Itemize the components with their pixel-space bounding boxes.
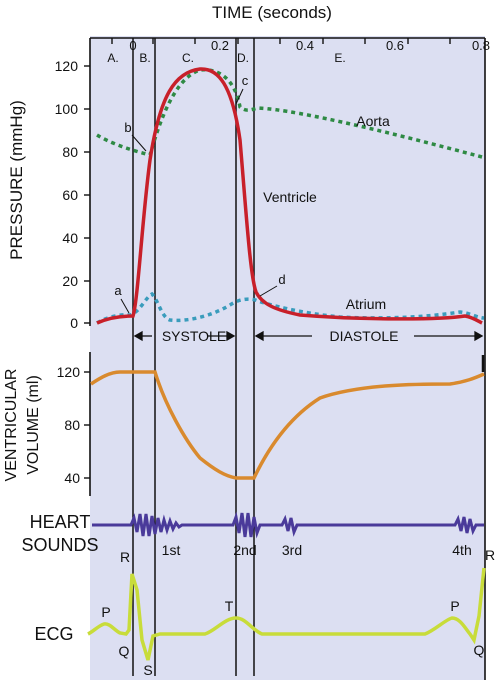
- ventricle-pressure-curve: [96, 67, 483, 325]
- ecg-trace: [87, 567, 486, 661]
- volume-tick-label: 80: [64, 417, 80, 433]
- systole-label: SYSTOLE: [162, 328, 226, 344]
- pressure-tick-label: 40: [62, 230, 78, 246]
- ecg-label: ECG: [34, 624, 73, 644]
- pointer-line: [259, 285, 278, 297]
- aorta-label: Aorta: [356, 113, 390, 129]
- pressure-tick-label: 80: [62, 144, 78, 160]
- heart-sounds-label-line2: SOUNDS: [21, 535, 98, 555]
- volume-axis-label-line1: VENTRICULAR: [3, 369, 20, 482]
- point-label-d: d: [278, 272, 285, 287]
- pressure-tick-label: 120: [55, 58, 79, 74]
- pressure-tick-label: 100: [55, 101, 79, 117]
- phase-label-e: E.: [334, 51, 345, 65]
- volume-tick-label: 40: [64, 470, 80, 486]
- time-tick-label: 0.2: [211, 38, 229, 53]
- atrium-pressure-curve: [96, 291, 485, 325]
- phase-label-c: C.: [182, 51, 194, 65]
- heart-sounds-trace: [92, 511, 484, 539]
- atrium-label: Atrium: [346, 296, 386, 312]
- ecg-wave-r1: R: [120, 549, 130, 565]
- ecg-wave-q1: Q: [119, 643, 130, 659]
- volume-axis-ticks: [84, 371, 90, 479]
- volume-axis-label-line2: VOLUME (ml): [25, 375, 42, 475]
- phase-label-d: D.: [237, 51, 249, 65]
- pointer-line: [120, 298, 130, 314]
- ecg-wave-s1: S: [143, 662, 152, 678]
- point-label-c: c: [242, 73, 249, 88]
- diastole-label: DIASTOLE: [330, 328, 399, 344]
- pressure-axis-ticks: [84, 65, 90, 324]
- ecg-wave-p2: P: [450, 598, 459, 614]
- point-label-a: a: [114, 283, 122, 298]
- heart-sound-4th: 4th: [452, 542, 471, 558]
- pressure-tick-label: 0: [70, 315, 78, 331]
- time-axis-title: TIME (seconds): [212, 3, 332, 22]
- diastole-arrow: [254, 330, 484, 342]
- ventricle-label: Ventricle: [263, 189, 317, 205]
- systole-arrow: [133, 330, 236, 342]
- ventricular-volume-curve: [90, 370, 485, 480]
- time-tick-label: 0.6: [386, 38, 404, 53]
- heart-sounds-label-line1: HEART: [30, 512, 91, 532]
- ecg-wave-q2: Q: [474, 642, 485, 658]
- pressure-tick-label: 60: [62, 187, 78, 203]
- heart-sound-1st: 1st: [162, 542, 181, 558]
- heart-sound-2nd: 2nd: [233, 542, 256, 558]
- ecg-wave-r2: R: [485, 547, 495, 563]
- heart-sound-3rd: 3rd: [282, 542, 302, 558]
- diagram-background: [90, 36, 485, 680]
- pointer-line: [235, 88, 244, 105]
- ecg-wave-t1: T: [225, 598, 234, 614]
- time-tick-label: 0.8: [472, 38, 490, 53]
- time-axis-ticks: [111, 38, 451, 44]
- volume-tick-label: 120: [57, 364, 81, 380]
- time-tick-label: 0.4: [296, 38, 314, 53]
- point-label-b: b: [124, 120, 131, 135]
- phase-divider-lines: [132, 38, 255, 676]
- pressure-tick-label: 20: [62, 273, 78, 289]
- phase-label-a: A.: [107, 51, 118, 65]
- phase-label-b: B.: [139, 51, 150, 65]
- pressure-axis-label: PRESSURE (mmHg): [7, 100, 26, 260]
- ecg-wave-p1: P: [101, 604, 110, 620]
- pointer-line: [131, 134, 147, 152]
